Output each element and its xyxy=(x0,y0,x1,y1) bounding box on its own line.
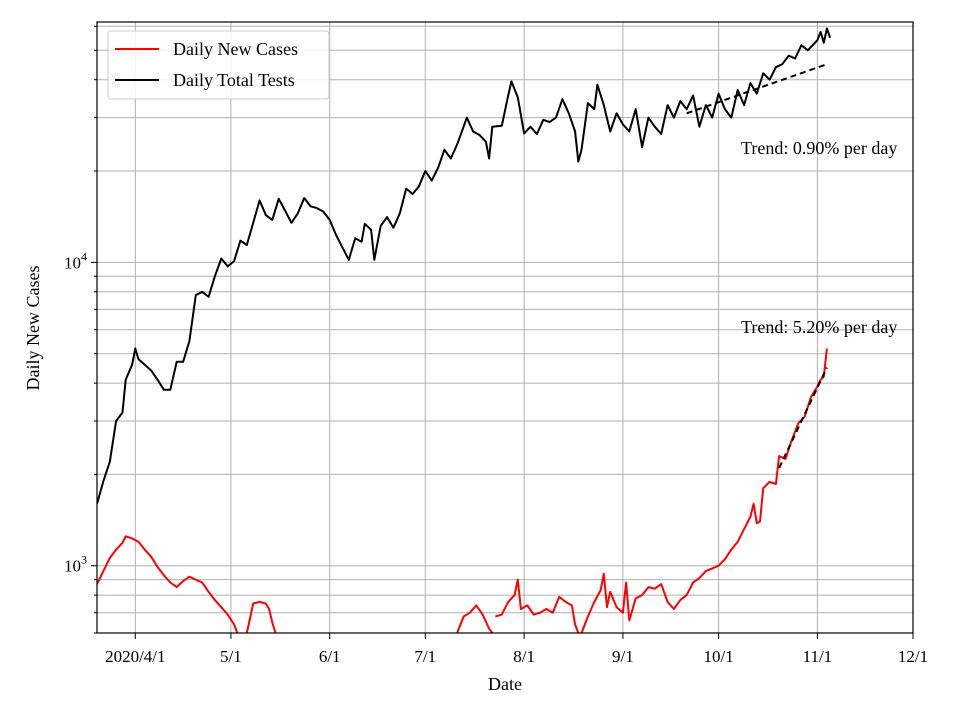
y-tick-label: 104 xyxy=(64,249,87,272)
x-tick-label: 12/1 xyxy=(898,647,928,666)
series-line-daily-new-cases xyxy=(245,600,277,633)
x-axis-label: Date xyxy=(488,674,522,694)
plot-frame xyxy=(96,21,914,634)
series-line-daily-new-cases xyxy=(495,578,580,633)
x-tick-label: 10/1 xyxy=(703,647,733,666)
x-tick-label: 7/1 xyxy=(414,647,436,666)
legend: Daily New Cases Daily Total Tests xyxy=(107,30,330,100)
series-line-daily-total-tests xyxy=(97,27,832,505)
trend-line xyxy=(686,63,828,115)
series-layer xyxy=(97,27,832,633)
x-tick-label: 5/1 xyxy=(220,647,242,666)
series-line-daily-new-cases xyxy=(456,604,494,633)
grid xyxy=(97,22,914,634)
x-tick-label: 8/1 xyxy=(513,647,535,666)
legend-box xyxy=(107,30,330,100)
series-line-daily-new-cases xyxy=(97,535,239,633)
x-tick-label: 11/1 xyxy=(803,647,833,666)
ticks: 2020/4/1 5/1 6/1 7/1 8/1 9/1 10/1 11/1 12/1 103 10… xyxy=(64,25,928,666)
legend-label-tests: Daily Total Tests xyxy=(173,70,295,90)
legend-label-cases: Daily New Cases xyxy=(173,39,298,59)
series-line-daily-new-cases xyxy=(580,348,828,633)
y-tick-label: 103 xyxy=(64,553,87,576)
y-axis-label: Daily New Cases xyxy=(23,266,43,391)
x-tick-label: 9/1 xyxy=(612,647,634,666)
trend-annotation-tests: Trend: 0.90% per day xyxy=(741,138,897,158)
trend-annotation-cases: Trend: 5.20% per day xyxy=(741,317,897,337)
trend-line xyxy=(778,367,828,469)
x-tick-label: 6/1 xyxy=(319,647,341,666)
x-tick-label: 2020/4/1 xyxy=(105,647,165,666)
